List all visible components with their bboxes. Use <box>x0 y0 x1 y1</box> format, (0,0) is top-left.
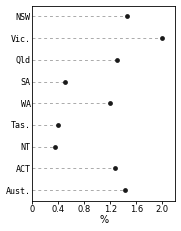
Point <box>63 80 66 83</box>
Point <box>115 58 118 62</box>
Point <box>161 36 164 40</box>
Point <box>114 167 117 170</box>
Point <box>125 15 128 18</box>
Point <box>109 101 112 105</box>
X-axis label: %: % <box>99 216 108 225</box>
Point <box>123 188 126 192</box>
Point <box>57 123 60 127</box>
Point <box>53 145 56 149</box>
